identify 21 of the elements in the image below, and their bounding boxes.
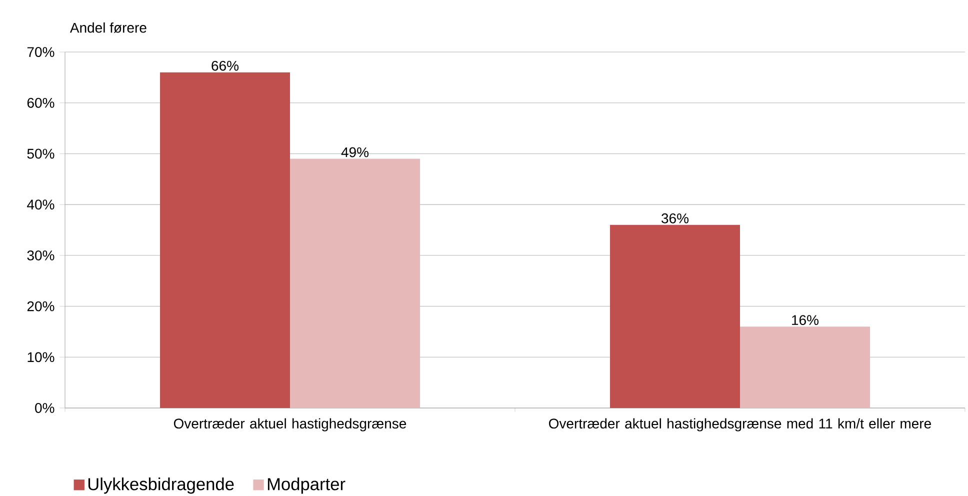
bar	[610, 224, 740, 408]
x-tick-label: Overtræder aktuel hastighedsgrænse	[174, 418, 406, 432]
y-tick-label: 30%	[27, 250, 54, 260]
data-label: 66%	[212, 60, 239, 71]
y-tick-label: 10%	[28, 352, 54, 362]
data-label: 16%	[792, 315, 818, 326]
data-label: 49%	[341, 147, 369, 158]
x-tick-label: Overtræder aktuel hastighedsgrænse med 11 km/t eller mere	[549, 418, 931, 432]
bar	[740, 326, 870, 408]
y-tick-label: 0%	[35, 403, 54, 413]
y-tick-label: 20%	[27, 301, 54, 312]
bar	[160, 72, 290, 408]
y-axis-title: Andel førere	[70, 22, 146, 33]
legend-label: Ulykkesbidragende	[88, 478, 234, 494]
bar	[290, 158, 420, 408]
y-tick-label: 50%	[27, 148, 54, 159]
legend-label: Modparter	[268, 478, 346, 494]
data-label: 36%	[662, 213, 688, 224]
y-tick-label: 40%	[27, 200, 54, 210]
y-tick-label: 70%	[27, 47, 54, 57]
y-tick-label: 60%	[27, 98, 54, 108]
